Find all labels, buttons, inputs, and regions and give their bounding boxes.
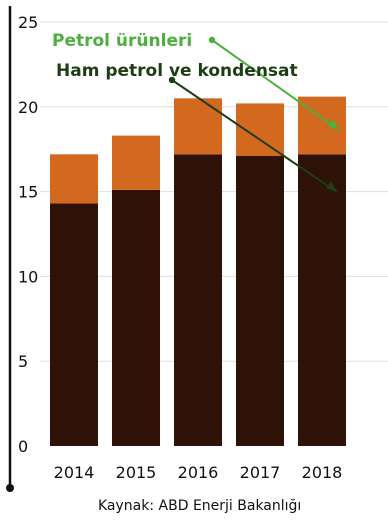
x-category-label-2015: 2015 <box>116 463 157 482</box>
y-tick-label-15: 15 <box>18 183 38 202</box>
bar-ham-petrol-2018 <box>298 154 346 446</box>
legend-petrol-urunleri-leader <box>211 39 337 129</box>
legend-ham-petrol-arrowhead <box>326 181 338 193</box>
legend-ham-petrol-leader <box>171 79 335 191</box>
x-category-labels: 2014 2015 2016 2017 2018 <box>54 463 343 482</box>
bar-petrol-urunleri-2016 <box>174 98 222 155</box>
bar-petrol-urunleri-2017 <box>236 103 284 156</box>
legend-petrol-urunleri: Petrol ürünleri <box>52 31 192 51</box>
bar-ham-petrol-2014 <box>50 203 98 446</box>
y-tick-labels: 0 5 10 15 20 25 <box>18 13 38 456</box>
legend-ham-petrol: Ham petrol ve kondensat <box>56 61 298 81</box>
y-tick-label-5: 5 <box>18 352 28 371</box>
y-axis-end-dot <box>6 484 14 492</box>
x-category-label-2018: 2018 <box>302 463 343 482</box>
y-tick-label-0: 0 <box>18 437 28 456</box>
x-category-label-2016: 2016 <box>178 463 219 482</box>
legend-petrol-urunleri-arrowhead <box>328 119 340 131</box>
x-category-label-2017: 2017 <box>240 463 281 482</box>
y-tick-label-10: 10 <box>18 267 38 286</box>
source-note: Kaynak: ABD Enerji Bakanlığı <box>98 498 301 514</box>
y-tick-label-20: 20 <box>18 98 38 117</box>
x-category-label-2014: 2014 <box>54 463 95 482</box>
bars <box>50 96 346 447</box>
bar-ham-petrol-2016 <box>174 154 222 446</box>
bar-petrol-urunleri-2014 <box>50 154 98 204</box>
y-tick-label-25: 25 <box>18 13 38 32</box>
bar-petrol-urunleri-2015 <box>112 135 160 190</box>
bar-ham-petrol-2015 <box>112 189 160 447</box>
bar-ham-petrol-2017 <box>236 155 284 446</box>
